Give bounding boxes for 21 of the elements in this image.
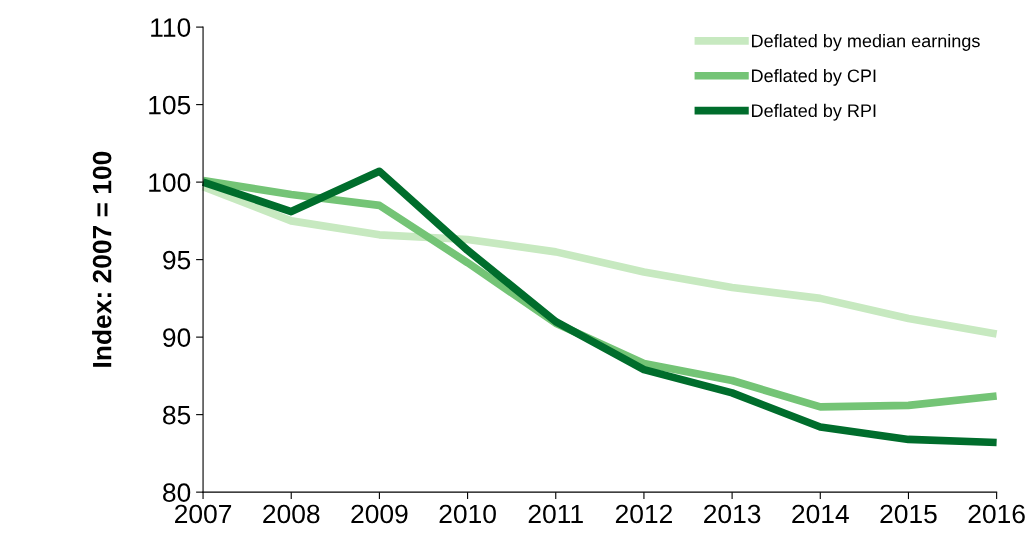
x-tick-label: 2014: [792, 504, 849, 524]
x-tick-label: 2011: [528, 504, 583, 524]
x-tick-label: 2009: [351, 504, 408, 524]
y-tick-label: 95: [163, 250, 191, 270]
y-tick-label: 110: [151, 18, 191, 37]
x-tick-label: 2007: [175, 504, 232, 524]
y-tick-label: 85: [163, 405, 191, 425]
x-tick-label: 2013: [704, 504, 761, 524]
y-tick-label: 100: [149, 173, 191, 192]
x-tick-label: 2015: [880, 504, 937, 524]
y-tick-label: 105: [149, 95, 191, 115]
y-tick-label: 90: [163, 328, 191, 347]
legend-label: Deflated by CPI: [752, 68, 876, 86]
x-tick-label: 2012: [615, 504, 672, 524]
x-tick-label: 2008: [263, 504, 320, 524]
y-tick-label: 80: [163, 483, 191, 502]
legend-label: Deflated by RPI: [752, 103, 876, 121]
x-tick-label: 2010: [439, 504, 496, 524]
y-axis-title: Index: 2007 = 100: [92, 151, 112, 367]
x-tick-label: 2016: [968, 504, 1025, 524]
legend-label: Deflated by median earnings: [752, 34, 980, 51]
